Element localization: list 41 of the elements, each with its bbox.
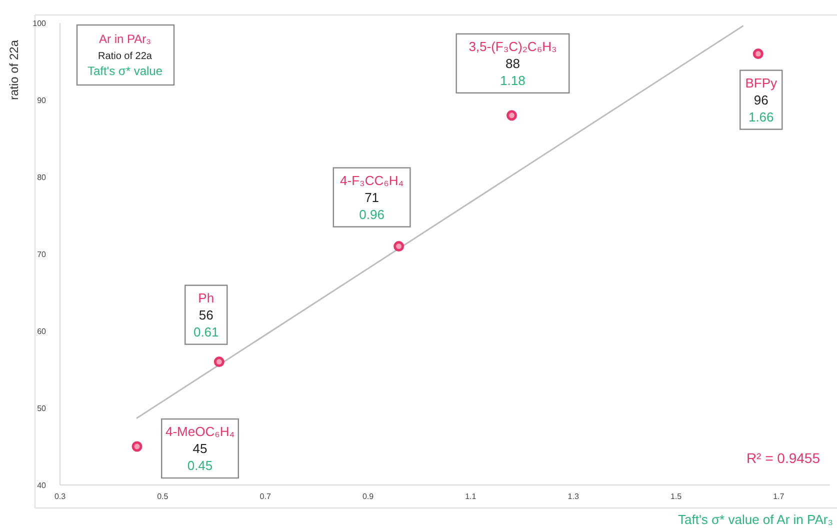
annotation: BFPy: [745, 75, 778, 90]
y-tick-label: 70: [37, 250, 47, 259]
x-tick-label: 0.5: [157, 492, 169, 501]
annotation: 4-F₃CC₆H₄: [340, 172, 404, 188]
x-tick-label: 1.1: [465, 492, 477, 501]
annotation: R² = 0.9455: [746, 450, 820, 466]
y-tick-label: 50: [37, 404, 47, 413]
annotation: 88: [506, 56, 520, 71]
annotation: 56: [198, 307, 214, 322]
annotation: 96: [754, 92, 768, 108]
x-tick-label: 0.9: [362, 492, 374, 501]
annotation: Ratio of 22a: [98, 51, 152, 62]
point: [132, 441, 142, 452]
annotation: 0.96: [359, 206, 384, 222]
y-tick-label: 60: [37, 327, 47, 336]
annotation: Ph: [198, 290, 214, 306]
annotation: 1.18: [500, 72, 526, 88]
y-tick-label: 100: [32, 19, 47, 28]
annotation: 3,5-(F₃C)₂C₆H₃: [468, 38, 557, 54]
point: [394, 241, 404, 252]
x-tick-label: 1.7: [773, 492, 785, 501]
x-tick-label: 0.7: [260, 492, 272, 501]
x-tick-label: 1.5: [670, 492, 682, 501]
y-axis-title: ratio of 22a: [7, 40, 21, 100]
point: [214, 356, 224, 368]
point: [752, 48, 764, 60]
y-tick-label: 90: [37, 96, 47, 105]
y-tick-label: 80: [37, 173, 47, 182]
annotation: 1.66: [748, 109, 774, 124]
x-tick-label: 0.3: [54, 492, 66, 501]
x-axis-title: Taft's σ* value of Ar in PAr₃: [678, 512, 833, 527]
x-tick-label: 1.3: [568, 492, 580, 501]
annotation: 71: [364, 190, 380, 205]
annotation: 4-MeOC₆H₄: [165, 424, 235, 439]
annotation: Taft's σ* value: [87, 64, 163, 78]
annotation: 45: [192, 441, 208, 456]
y-tick-label: 40: [37, 481, 47, 490]
annotation: 0.61: [193, 324, 219, 340]
annotation: Ar in PAr₃: [98, 32, 152, 46]
annotation: 0.45: [187, 458, 213, 473]
point: [506, 110, 517, 121]
